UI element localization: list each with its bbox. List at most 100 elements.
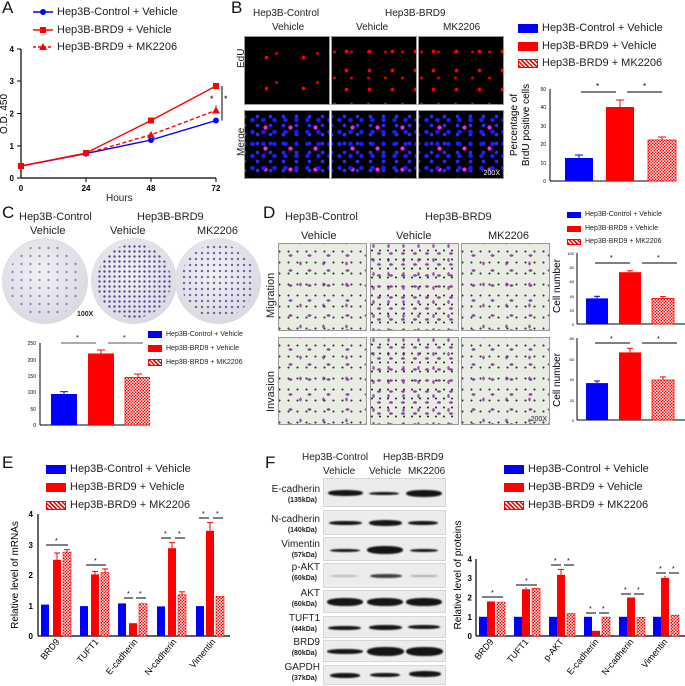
legend-label: Hep3B-BRD9 + Vehicle	[57, 24, 172, 36]
magnification-label: 100X	[77, 311, 94, 318]
blot-image	[323, 510, 446, 535]
legend-swatch	[46, 464, 66, 474]
panel-label-a: A	[2, 0, 14, 17]
legend-swatch	[148, 331, 162, 338]
svg-text:*: *	[657, 336, 660, 343]
svg-text:BrdU positive cells: BrdU positive cells	[521, 84, 532, 166]
svg-text:200: 200	[28, 358, 37, 364]
svg-text:Vimentin: Vimentin	[187, 637, 217, 670]
svg-text:*: *	[202, 511, 205, 518]
legend-item-ctrl: Hep3B-Control + Vehicle	[148, 331, 243, 338]
svg-text:20: 20	[540, 142, 546, 148]
svg-text:*: *	[567, 558, 570, 565]
col-label-vehicle-1: Vehicle	[323, 466, 356, 477]
legend-label: Hep3B-BRD9 + MK2206	[57, 41, 178, 53]
legend-item-ctrl: Hep3B-Control + Vehicle	[504, 463, 649, 475]
group-label-control: Hep3B-Control	[285, 211, 358, 223]
group-label-brd9: Hep3B-BRD9	[383, 452, 444, 463]
svg-text:*: *	[643, 82, 646, 91]
svg-text:4: 4	[468, 555, 473, 564]
svg-text:3: 3	[468, 574, 473, 583]
svg-text:1: 1	[29, 602, 34, 611]
legend-item-ctrl: Hep3B-Control + Vehicle	[567, 211, 662, 218]
blot-label: E-cadherin	[271, 484, 320, 495]
row-label-migration: Migration	[265, 272, 277, 318]
protein-bar-chart: Relative level of proteins 4 3 2 1 0 * * * * * * *…	[453, 521, 685, 677]
svg-text:0: 0	[19, 184, 24, 193]
legend-item-brd9-vehicle: Hep3B-BRD9 + Vehicle	[567, 225, 658, 232]
svg-text:Percentage of: Percentage of	[509, 94, 520, 156]
svg-text:Relative level of mRNAs: Relative level of mRNAs	[10, 521, 21, 629]
legend-item-brd9-vehicle: Hep3B-BRD9 + Vehicle	[46, 481, 185, 493]
blot-label: AKT	[300, 588, 320, 599]
svg-text:0: 0	[33, 423, 36, 429]
panel-label-f: F	[265, 453, 276, 472]
legend-swatch	[518, 41, 538, 51]
legend-item-brd9-mk: Hep3B-BRD9 + MK2206	[46, 499, 190, 511]
edu-bar-chart: Percentage of BrdU positive cells 50 40 30…	[509, 82, 677, 185]
svg-text:TUFT1: TUFT1	[505, 637, 531, 665]
colony-plate-brd9-vehicle	[91, 238, 177, 324]
svg-text:80: 80	[570, 336, 575, 341]
migration-image-brd9-vehicle	[370, 243, 459, 331]
svg-text:BRD9: BRD9	[38, 637, 61, 662]
blot-label: BRD9	[293, 637, 320, 648]
svg-text:*: *	[178, 531, 181, 538]
svg-text:*: *	[139, 591, 142, 598]
legend-item-brd9-mk: Hep3B-BRD9 + MK2206	[518, 57, 662, 69]
col-label-vehicle-2: Vehicle	[356, 22, 389, 33]
legend-item-brd9-mk: Hep3B-BRD9 + MK2206	[567, 238, 661, 245]
blot-image	[323, 616, 446, 638]
blot-label: TUFT1	[288, 613, 320, 624]
svg-text:N-cadherin: N-cadherin	[600, 637, 636, 677]
panel-label-d: D	[263, 203, 276, 222]
edu-image-brd9-mk2206	[418, 36, 504, 105]
blot-kda: (60kDa)	[291, 575, 317, 582]
svg-text:50: 50	[540, 87, 546, 93]
svg-text:0: 0	[468, 632, 473, 641]
col-label-vehicle-2: Vehicle	[396, 230, 432, 242]
colony-plate-control	[2, 238, 88, 324]
legend-label: Hep3B-BRD9 + Vehicle	[166, 345, 239, 352]
col-label-mk2206: MK2206	[408, 466, 446, 477]
svg-text:60: 60	[570, 279, 575, 284]
legend-label: Hep3B-Control + Vehicle	[542, 22, 663, 34]
svg-text:*: *	[491, 590, 494, 597]
svg-text:20: 20	[570, 308, 575, 313]
invasion-image-brd9-mk2206: 200X	[461, 337, 550, 425]
legend-swatch	[567, 238, 581, 245]
svg-text:40: 40	[540, 105, 546, 111]
migration-image-control	[278, 243, 367, 331]
legend-label: Hep3B-Control + Vehicle	[57, 6, 178, 18]
svg-text:1: 1	[10, 142, 15, 151]
legend-item-brd9-mk: Hep3B-BRD9 + MK2206	[33, 41, 177, 53]
edu-image-brd9-vehicle	[331, 36, 417, 105]
legend-item-brd9-mk: Hep3B-BRD9 + MK2206	[504, 499, 648, 511]
group-label-control: Hep3B-Control	[302, 452, 369, 463]
merge-image-brd9-vehicle	[331, 110, 417, 179]
legend-swatch	[567, 211, 581, 218]
magnification-label: 200X	[482, 170, 501, 177]
svg-text:250: 250	[28, 341, 37, 347]
svg-text:*: *	[659, 566, 662, 573]
svg-text:10: 10	[540, 161, 546, 167]
legend-label: Hep3B-BRD9 + MK2206	[528, 499, 649, 511]
col-label-vehicle-1: Vehicle	[301, 230, 337, 242]
group-label-control: Hep3B-Control	[253, 8, 320, 19]
legend-swatch	[504, 464, 524, 474]
svg-text:*: *	[596, 82, 599, 91]
svg-text:60: 60	[570, 357, 575, 362]
svg-text:Cell number: Cell number	[552, 352, 563, 407]
svg-text:*: *	[55, 538, 58, 545]
legend-swatch	[518, 23, 538, 33]
colony-plate-brd9-mk2206	[175, 238, 261, 324]
svg-text:*: *	[554, 558, 557, 565]
legend-label: Hep3B-BRD9 + Vehicle	[70, 481, 185, 493]
merge-image-brd9-mk2206: 200X	[418, 110, 504, 179]
blot-kda: (135kDa)	[287, 497, 317, 504]
svg-text:4: 4	[10, 45, 15, 54]
svg-text:*: *	[216, 511, 219, 518]
legend-item-brd9-mk: Hep3B-BRD9 + MK2206	[148, 359, 242, 366]
panel-label-e: E	[2, 453, 14, 472]
svg-text:72: 72	[212, 184, 221, 193]
